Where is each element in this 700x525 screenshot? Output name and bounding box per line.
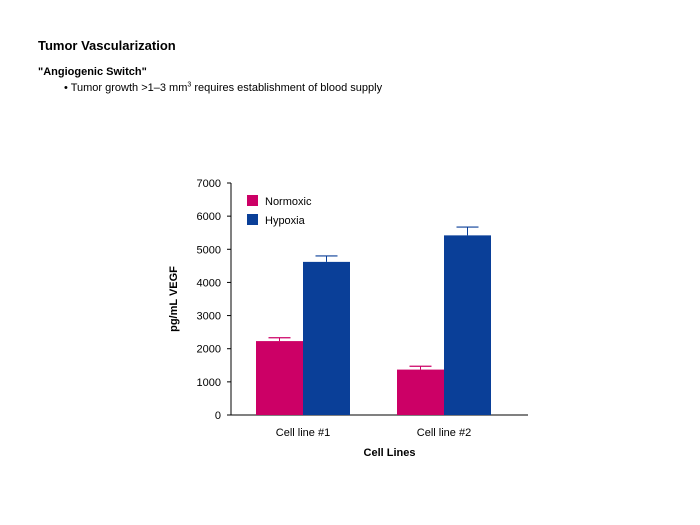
bar-hypoxia-1 [303,261,350,415]
legend-swatch-hypoxia [247,214,258,225]
bullet-superscript: 3 [187,81,192,89]
legend-label-hypoxia: Hypoxia [265,215,306,227]
y-tick-label: 0 [215,410,221,422]
bar-normoxic-1 [256,341,303,415]
bar-normoxic-2 [397,369,444,415]
y-tick-label: 4000 [197,277,221,289]
legend-label-normoxic: Normoxic [265,196,312,208]
legend-swatch-normoxic [247,195,258,206]
x-tick-label: Cell line #2 [417,427,471,439]
bullet-text-end: requires establishment of blood supply [191,82,383,94]
bullet-text-start: Tumor growth >1–3 mm [70,82,188,94]
section-heading: "Angiogenic Switch" [38,66,147,78]
y-tick-label: 3000 [197,311,221,323]
bullet-point: • Tumor growth >1–3 mm3 requires establi… [64,81,383,94]
x-tick-label: Cell line #1 [276,427,330,439]
x-axis-title: Cell Lines [364,447,416,459]
y-axis-title: pg/mL VEGF [168,266,180,332]
y-tick-label: 7000 [197,178,221,190]
y-tick-label: 5000 [197,244,221,256]
y-tick-label: 6000 [197,211,221,223]
bar-hypoxia-2 [444,235,491,415]
slide-title: Tumor Vascularization [38,38,176,53]
bullet-marker: • [64,82,68,94]
y-tick-label: 1000 [197,377,221,389]
y-tick-label: 2000 [197,344,221,356]
